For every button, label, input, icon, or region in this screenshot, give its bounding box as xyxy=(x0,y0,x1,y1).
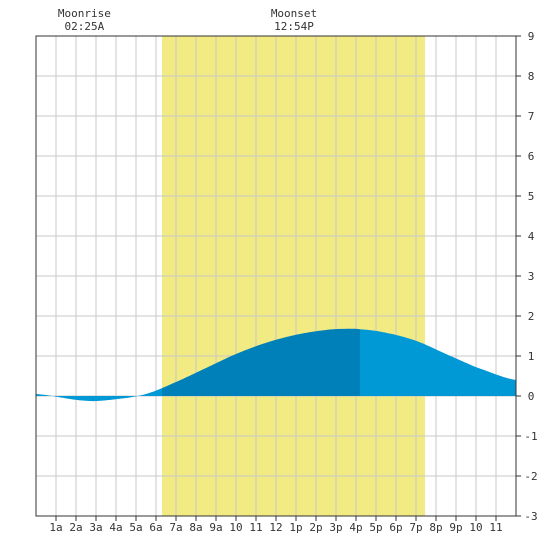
x-tick-label: 5a xyxy=(129,521,142,534)
y-tick-label: 5 xyxy=(528,190,535,203)
x-tick-label: 9p xyxy=(449,521,462,534)
y-tick-label: 6 xyxy=(528,150,535,163)
tide-area-early xyxy=(36,388,162,402)
x-tick-label: 12 xyxy=(269,521,282,534)
y-tick-label: -3 xyxy=(524,510,537,523)
y-tick-label: 3 xyxy=(528,270,535,283)
x-tick-label: 10 xyxy=(229,521,242,534)
moon-event-time: 12:54P xyxy=(274,20,314,33)
x-tick-label: 2p xyxy=(309,521,322,534)
y-tick-label: -1 xyxy=(524,430,537,443)
y-tick-label: 1 xyxy=(528,350,535,363)
y-tick-label: 4 xyxy=(528,230,535,243)
moon-event-time: 02:25A xyxy=(65,20,105,33)
x-tick-label: 3a xyxy=(89,521,102,534)
y-tick-label: -2 xyxy=(524,470,537,483)
x-tick-label: 5p xyxy=(369,521,382,534)
tide-area-daylight xyxy=(162,328,360,396)
x-tick-label: 6p xyxy=(389,521,402,534)
x-tick-label: 4a xyxy=(109,521,122,534)
x-tick-label: 7a xyxy=(169,521,182,534)
y-tick-label: 0 xyxy=(528,390,535,403)
x-tick-label: 11 xyxy=(249,521,262,534)
y-tick-label: 9 xyxy=(528,30,535,43)
x-tick-label: 3p xyxy=(329,521,342,534)
x-tick-label: 2a xyxy=(69,521,82,534)
x-tick-label: 1a xyxy=(49,521,62,534)
x-tick-label: 9a xyxy=(209,521,222,534)
x-tick-label: 6a xyxy=(149,521,162,534)
x-tick-label: 8p xyxy=(429,521,442,534)
x-tick-label: 1p xyxy=(289,521,302,534)
y-tick-label: 7 xyxy=(528,110,535,123)
y-tick-label: 2 xyxy=(528,310,535,323)
tide-area-late xyxy=(360,329,516,396)
x-tick-label: 10 xyxy=(469,521,482,534)
x-tick-label: 11 xyxy=(489,521,502,534)
x-tick-label: 8a xyxy=(189,521,202,534)
moon-event-label: Moonrise xyxy=(58,7,111,20)
moon-event-label: Moonset xyxy=(271,7,317,20)
x-tick-label: 7p xyxy=(409,521,422,534)
x-tick-label: 4p xyxy=(349,521,362,534)
y-tick-label: 8 xyxy=(528,70,535,83)
